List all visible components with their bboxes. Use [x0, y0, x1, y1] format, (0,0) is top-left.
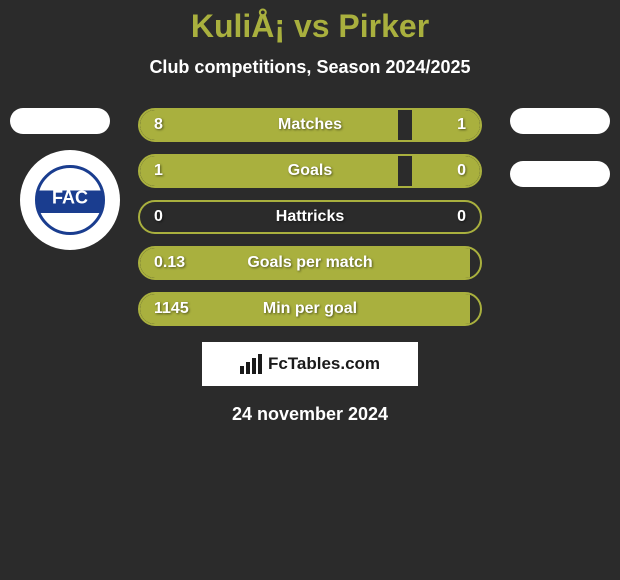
stat-value-left: 8 [154, 116, 163, 134]
player-right-badge-2 [510, 161, 610, 187]
footer-brand-text: FcTables.com [268, 354, 380, 374]
stat-label: Hattricks [276, 208, 344, 226]
stat-empty [470, 294, 480, 324]
club-logo-inner: FAC [35, 165, 105, 235]
player-left-badge [10, 108, 110, 134]
stat-fill-right [412, 110, 480, 140]
stat-row-matches: 8 Matches 1 [138, 108, 482, 142]
stat-value-left: 0.13 [154, 254, 185, 272]
stat-fill-left [140, 110, 398, 140]
club-logo: FAC [20, 150, 120, 250]
club-logo-text: FAC [52, 187, 88, 208]
stat-value-right: 0 [457, 162, 466, 180]
stat-row-goals-per-match: 0.13 Goals per match [138, 246, 482, 280]
stat-label: Matches [278, 116, 342, 134]
stat-fill-right [412, 156, 480, 186]
main-container: KuliÅ¡ vs Pirker Club competitions, Seas… [0, 0, 620, 425]
date-text: 24 november 2024 [0, 404, 620, 425]
footer-brand-logo[interactable]: FcTables.com [202, 342, 418, 386]
stat-row-min-per-goal: 1145 Min per goal [138, 292, 482, 326]
player-right-badge-1 [510, 108, 610, 134]
stat-value-left: 1 [154, 162, 163, 180]
stat-value-right: 0 [457, 208, 466, 226]
stat-label: Min per goal [263, 300, 357, 318]
stat-empty [470, 248, 480, 278]
stat-empty [398, 156, 412, 186]
stat-empty [398, 110, 412, 140]
stat-row-hattricks: 0 Hattricks 0 [138, 200, 482, 234]
stat-fill-left [140, 156, 398, 186]
stat-row-goals: 1 Goals 0 [138, 154, 482, 188]
stat-value-left: 0 [154, 208, 163, 226]
stat-label: Goals per match [247, 254, 372, 272]
page-title: KuliÅ¡ vs Pirker [0, 8, 620, 45]
subtitle: Club competitions, Season 2024/2025 [0, 57, 620, 78]
chart-icon [240, 354, 262, 374]
stats-area: FAC 8 Matches 1 1 Goals 0 0 Hattricks 0 [0, 108, 620, 425]
stat-label: Goals [288, 162, 332, 180]
stat-value-left: 1145 [154, 300, 189, 318]
stat-value-right: 1 [457, 116, 466, 134]
